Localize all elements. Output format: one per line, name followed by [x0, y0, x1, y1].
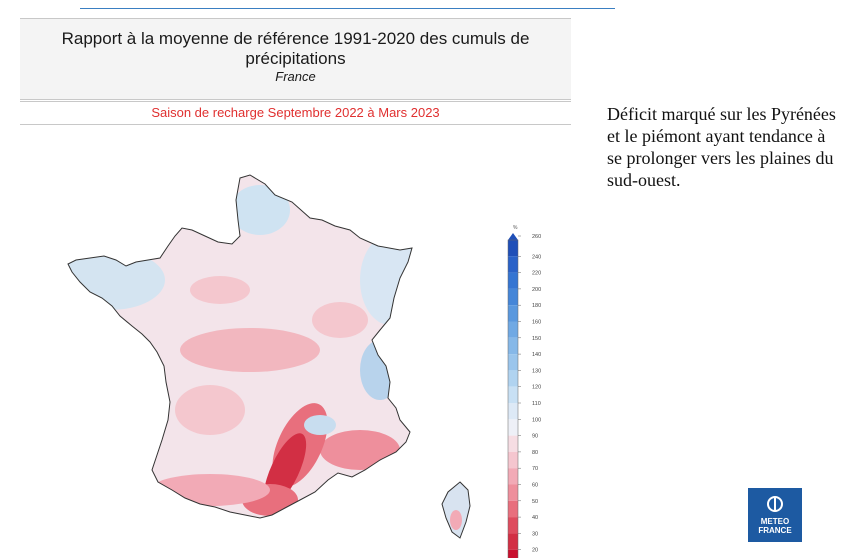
title-line-2: précipitations: [245, 49, 346, 68]
logo-line-2: FRANCE: [758, 526, 792, 535]
scale-tick-label: 160: [532, 320, 541, 326]
scale-arrow-top: [508, 233, 518, 240]
scale-swatch: [508, 468, 518, 485]
description-text: Déficit marqué sur les Pyrénées et le pi…: [607, 104, 836, 190]
scale-swatch: [508, 370, 518, 387]
scale-tick-label: 60: [532, 483, 538, 489]
scale-unit-label: %: [513, 225, 518, 231]
scale-tick-label: 50: [532, 499, 538, 505]
scale-tick-label: 110: [532, 401, 541, 407]
top-rule: [80, 8, 615, 9]
france-map: [67, 174, 471, 539]
scale-swatch: [508, 484, 518, 501]
logo-line-1: METEO: [760, 517, 790, 526]
region-label: France: [275, 69, 316, 84]
scale-tick-label: 20: [532, 548, 538, 554]
meteo-france-logo: METEO FRANCE: [748, 488, 802, 542]
scale-swatch: [508, 533, 518, 550]
scale-tick-label: 200: [532, 287, 541, 293]
scale-swatch: [508, 500, 518, 518]
scale-tick-label: 30: [532, 531, 538, 537]
scale-tick-label: 240: [532, 254, 541, 260]
scale-swatch: [508, 451, 518, 469]
scale-tick-label: 80: [532, 450, 538, 456]
scale-swatch: [508, 272, 518, 289]
scale-tick-label: 90: [532, 434, 538, 440]
scale-swatch: [508, 435, 518, 452]
scale-tick-label: 130: [532, 368, 541, 374]
scale-swatch: [508, 354, 518, 371]
scale-swatch: [508, 386, 518, 403]
scale-tick-label: 180: [532, 303, 541, 309]
scale-tick-label: 260: [532, 234, 541, 240]
scale-swatch: [508, 419, 518, 436]
title-box: Rapport à la moyenne de référence 1991-2…: [20, 18, 571, 100]
scale-swatch: [508, 517, 518, 534]
scale-tick-label: 40: [532, 515, 538, 521]
scale-tick-label: 140: [532, 352, 541, 358]
scale-tick-label: 100: [532, 417, 541, 423]
title-line-1: Rapport à la moyenne de référence 1991-2…: [61, 29, 530, 48]
scale-swatch: [508, 321, 518, 338]
scale-swatch: [508, 288, 518, 306]
scale-tick-label: 220: [532, 271, 541, 277]
period-label: Saison de recharge Septembre 2022 à Mars…: [20, 101, 571, 125]
corsica-island: [441, 481, 471, 539]
scale-swatch: [508, 305, 518, 322]
scale-swatch: [508, 403, 518, 420]
scale-swatch: [508, 549, 518, 558]
color-scale: % 260 240 220 200 180 160 150 140 130 120 110 100 90…: [507, 225, 541, 558]
scale-tick-label: 150: [532, 336, 541, 342]
scale-swatch: [508, 337, 518, 355]
scale-tick-label: 70: [532, 466, 538, 472]
scale-swatch: [508, 240, 518, 257]
scale-tick-label: 120: [532, 385, 541, 391]
scale-swatch: [508, 256, 518, 273]
